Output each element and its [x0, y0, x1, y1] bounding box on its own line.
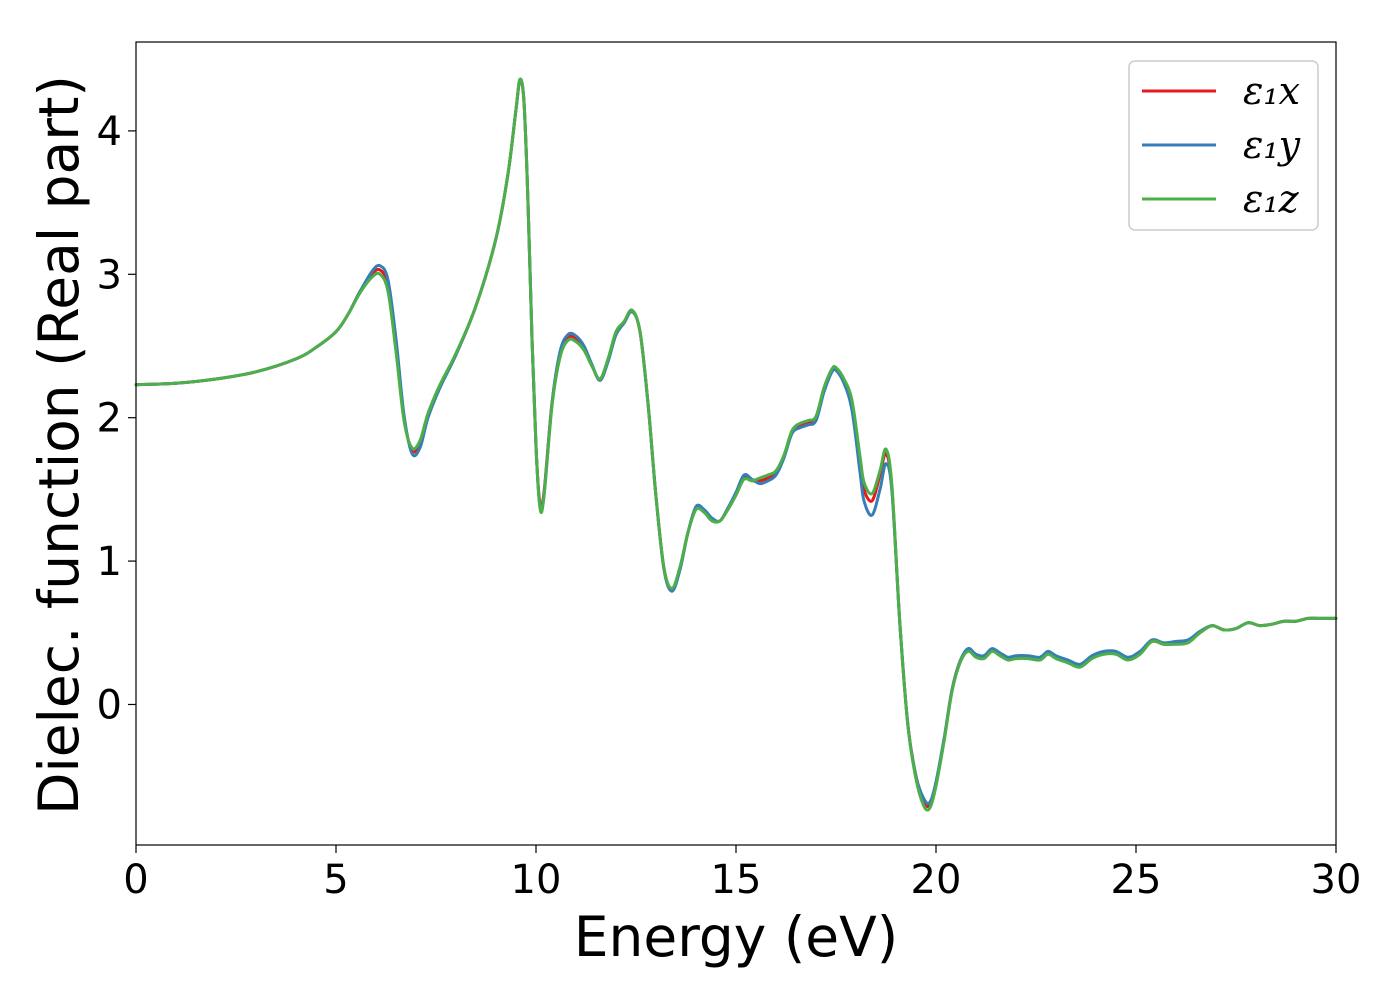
y-axis-ticks: 0 1 2 3 4	[97, 109, 136, 728]
legend-label-1: ε₁x	[1243, 69, 1300, 113]
y-axis-label: Dielec. function (Real part)	[27, 75, 91, 815]
x-tick-label: 5	[323, 857, 348, 903]
series-line-3	[134, 77, 1338, 812]
x-tick-label: 10	[511, 857, 562, 903]
x-tick-label: 15	[711, 857, 762, 903]
y-tick-label: 0	[97, 682, 122, 728]
x-tick-label: 25	[1111, 857, 1162, 903]
x-tick-label: 20	[911, 857, 962, 903]
x-axis-ticks: 0 5 10 15 20 25 30	[123, 845, 1361, 903]
legend-label-2: ε₁y	[1243, 123, 1301, 167]
y-tick-label: 3	[97, 252, 122, 298]
legend: ε₁x ε₁y ε₁z	[1128, 60, 1319, 231]
legend-label-3: ε₁z	[1243, 177, 1300, 221]
y-tick-label: 2	[97, 396, 122, 442]
plot-frame	[135, 41, 1337, 846]
x-tick-label: 30	[1311, 857, 1362, 903]
x-tick-label: 0	[123, 857, 148, 903]
y-tick-label: 1	[97, 539, 122, 585]
plot-series	[134, 77, 1338, 812]
legend-box	[1128, 60, 1319, 231]
y-tick-label: 4	[97, 109, 122, 155]
x-axis-label: Energy (eV)	[574, 905, 898, 969]
